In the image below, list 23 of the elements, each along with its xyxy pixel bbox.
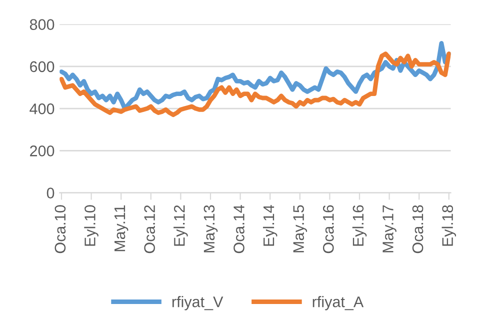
- x-tick-label: Eyl.14: [262, 205, 278, 246]
- x-tick-label: Eyl.16: [352, 205, 367, 246]
- x-tick-label: Oca.14: [234, 205, 244, 254]
- x-tick-label: May.17: [382, 205, 396, 252]
- line-series: [60, 52, 451, 118]
- x-tick-label: Oca.10: [54, 205, 66, 254]
- line-series: [60, 41, 451, 111]
- y-tick-label: 600: [30, 61, 54, 72]
- x-tick-label: Oca.16: [322, 205, 334, 254]
- legend-label: rfiyat_V: [172, 296, 224, 310]
- x-tick-label: Eyl.10: [84, 205, 98, 246]
- y-tick-label: 0: [46, 188, 54, 198]
- y-tick-label: 200: [30, 146, 54, 156]
- legend-label: rfiyat_A: [312, 296, 364, 310]
- y-tick-label: 400: [30, 103, 54, 114]
- x-tick-label: Oca.18: [412, 205, 424, 254]
- y-tick-label: 800: [30, 19, 54, 30]
- x-tick-label: Oca.12: [144, 205, 155, 254]
- x-tick-label: Eyl.18: [442, 205, 456, 246]
- x-tick-label: May.11: [114, 205, 128, 252]
- x-tick-label: May.13: [204, 205, 218, 252]
- x-tick-label: Eyl.12: [174, 205, 188, 246]
- x-tick-label: May.15: [293, 205, 308, 252]
